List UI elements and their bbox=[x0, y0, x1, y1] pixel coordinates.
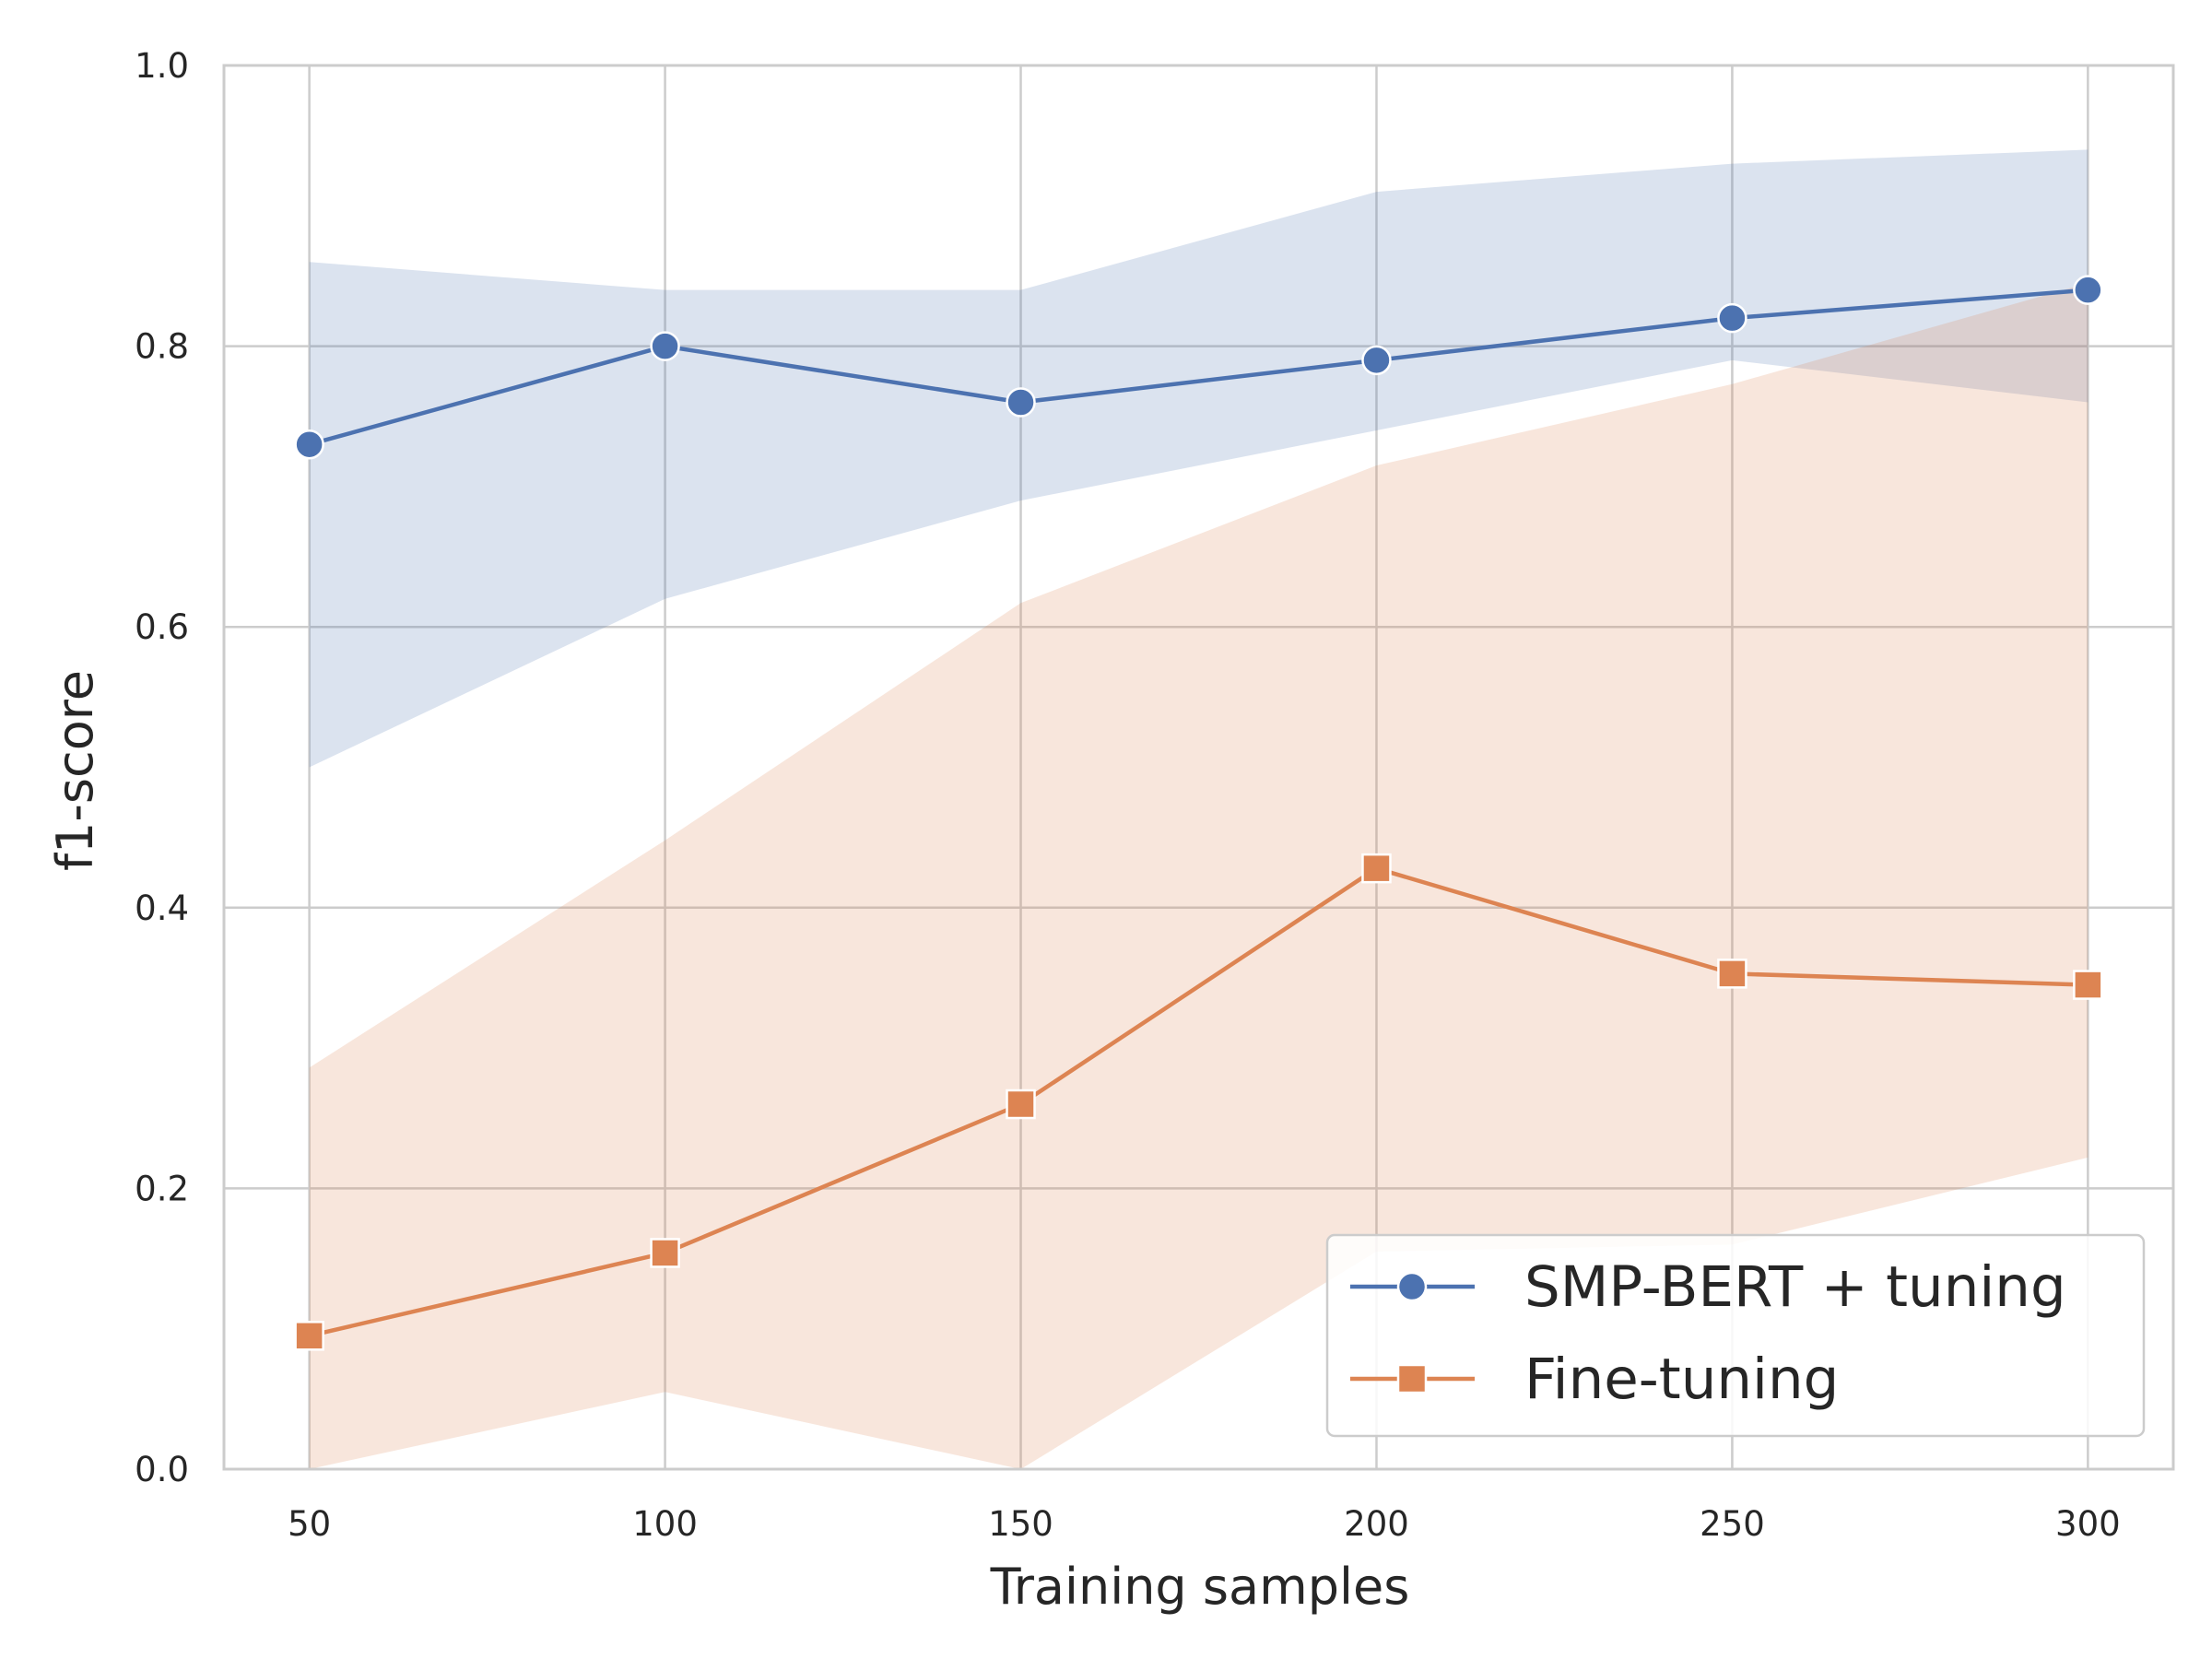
data-point bbox=[1717, 959, 1747, 989]
legend-entry: SMP-BERT + tuning bbox=[1350, 1254, 2066, 1320]
series-line-0 bbox=[309, 288, 2088, 447]
legend-entry: Fine-tuning bbox=[1350, 1347, 1839, 1412]
y-tick-label: 0.8 bbox=[135, 327, 189, 367]
confidence-band-0 bbox=[309, 149, 2088, 768]
series-lines bbox=[309, 288, 2088, 1338]
legend: SMP-BERT + tuning Fine-tuning bbox=[1325, 1233, 2146, 1438]
y-tick-labels: 0.0 0.2 0.4 0.6 0.8 1.0 bbox=[135, 46, 189, 1489]
data-point bbox=[1717, 302, 1747, 334]
series-line-1 bbox=[309, 865, 2088, 1338]
y-tick-label: 0.6 bbox=[135, 607, 189, 647]
series-markers bbox=[294, 275, 2103, 1351]
data-point bbox=[1361, 345, 1392, 376]
legend-label: SMP-BERT + tuning bbox=[1524, 1254, 2066, 1320]
x-tick-label: 150 bbox=[988, 1504, 1053, 1544]
data-point bbox=[650, 331, 680, 361]
legend-marker bbox=[1396, 1363, 1428, 1394]
x-tick-labels: 50 100 150 200 250 300 bbox=[288, 1504, 2121, 1544]
data-point bbox=[2073, 970, 2103, 1000]
y-axis-label: f1-score bbox=[46, 670, 104, 871]
data-point bbox=[294, 1321, 324, 1351]
data-point bbox=[294, 429, 324, 460]
data-point bbox=[1006, 1088, 1036, 1120]
legend-label: Fine-tuning bbox=[1524, 1347, 1839, 1412]
x-tick-label: 100 bbox=[632, 1504, 698, 1544]
legend-marker bbox=[1396, 1271, 1428, 1302]
y-tick-label: 0.2 bbox=[135, 1169, 189, 1208]
x-tick-label: 250 bbox=[1700, 1504, 1765, 1544]
y-tick-label: 0.4 bbox=[135, 888, 189, 928]
x-tick-label: 200 bbox=[1344, 1504, 1409, 1544]
legend-box bbox=[1325, 1233, 2146, 1438]
plot-frame bbox=[222, 64, 2175, 1471]
grid bbox=[224, 64, 2173, 1471]
x-tick-label: 300 bbox=[2055, 1504, 2121, 1544]
confidence-band-1 bbox=[309, 283, 2088, 1470]
confidence-bands bbox=[309, 149, 2088, 1470]
data-point bbox=[650, 1238, 680, 1268]
y-tick-label: 1.0 bbox=[135, 46, 189, 86]
data-point bbox=[2073, 275, 2103, 305]
y-tick-label: 0.0 bbox=[135, 1450, 189, 1489]
data-point bbox=[1006, 387, 1036, 418]
x-axis-label: Training samples bbox=[990, 1558, 1410, 1616]
data-point bbox=[1361, 853, 1392, 884]
x-tick-label: 50 bbox=[288, 1504, 331, 1544]
